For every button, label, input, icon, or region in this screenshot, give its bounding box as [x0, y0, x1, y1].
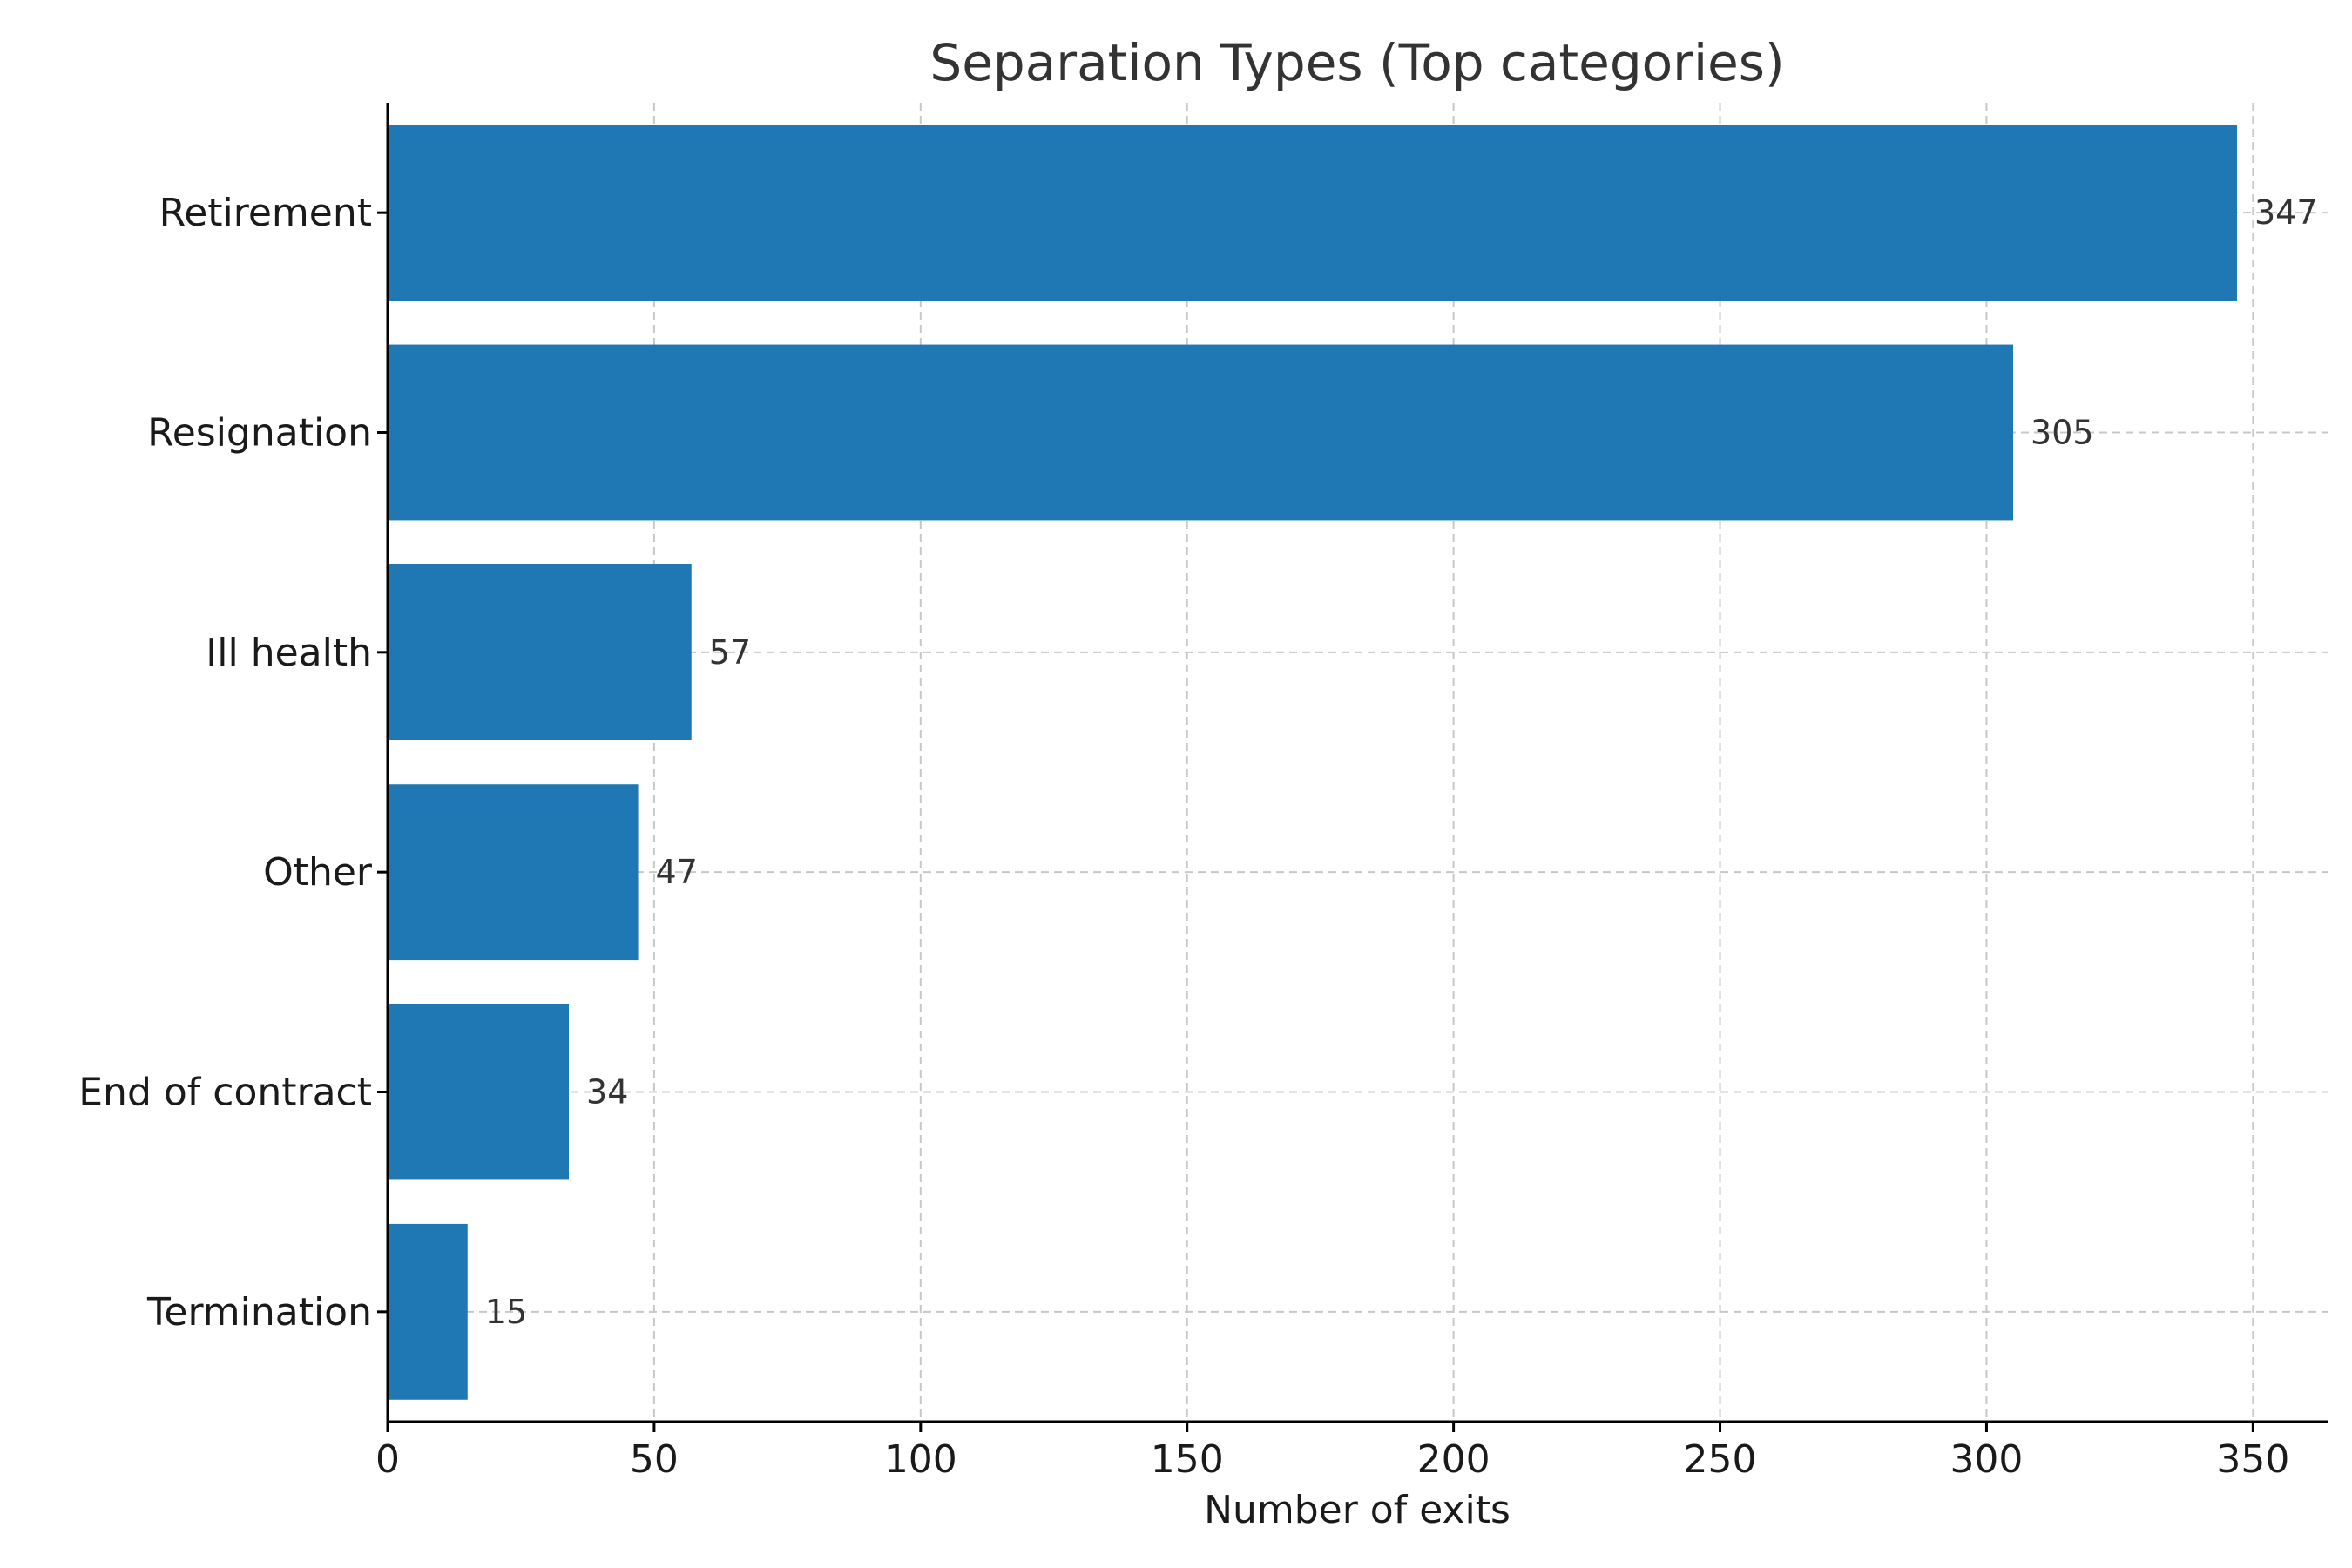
category-label: Other [263, 850, 373, 895]
bar-ill-health [388, 564, 692, 740]
bar-retirement [388, 125, 2237, 301]
category-label: Termination [146, 1290, 372, 1335]
x-tick-label: 150 [1151, 1437, 1224, 1482]
x-tick-label: 50 [630, 1437, 679, 1482]
bar-end-of-contract [388, 1004, 570, 1180]
value-label: 34 [586, 1073, 628, 1112]
x-tick-label: 250 [1684, 1437, 1757, 1482]
x-tick-label: 300 [1950, 1437, 2023, 1482]
bar-resignation [388, 344, 2014, 521]
tick-layer: 0 50 100 150 200 250 300 350 Retirement Resignati… [78, 191, 2289, 1482]
x-tick-label: 200 [1417, 1437, 1490, 1482]
x-tick-label: 0 [375, 1437, 400, 1482]
category-label: End of contract [78, 1071, 372, 1115]
value-label: 47 [656, 853, 698, 891]
value-label: 305 [2031, 414, 2094, 452]
value-label: 15 [485, 1293, 527, 1331]
chart-title: Separation Types (Top categories) [929, 33, 1784, 92]
category-label: Retirement [159, 191, 372, 235]
bar-layer [388, 125, 2237, 1400]
value-label: 57 [709, 633, 751, 672]
x-axis-title: Number of exits [1204, 1488, 1511, 1532]
value-label-layer: 347 305 57 47 34 15 [485, 193, 2318, 1331]
x-tick-label: 350 [2216, 1437, 2289, 1482]
bar-other [388, 784, 639, 961]
x-tick-label: 100 [884, 1437, 957, 1482]
category-label: Ill health [206, 631, 372, 675]
axis-layer [386, 103, 2328, 1423]
bar-termination [388, 1223, 468, 1400]
value-label: 347 [2254, 193, 2318, 232]
category-label: Resignation [147, 411, 372, 456]
